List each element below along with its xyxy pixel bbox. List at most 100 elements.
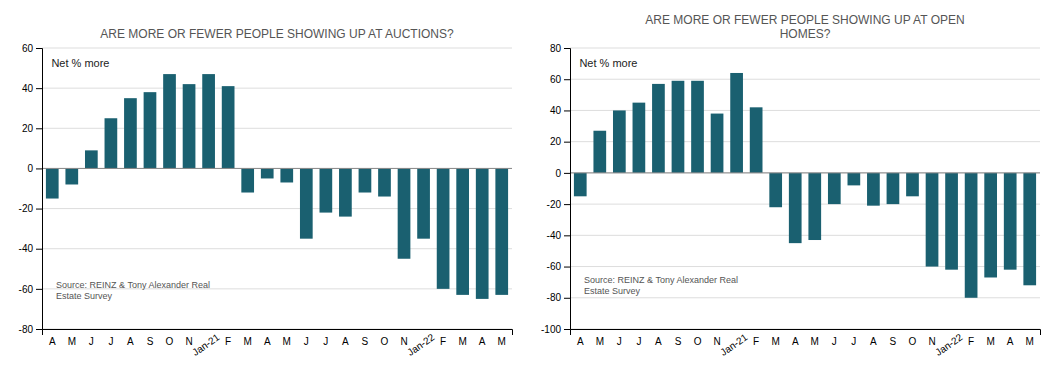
- tick-mark: [564, 204, 570, 205]
- tick-label: -20: [19, 203, 34, 214]
- tick-label: J: [323, 336, 328, 347]
- tick: Jan-21: [190, 331, 222, 358]
- bar: [417, 168, 430, 238]
- bar: [202, 74, 215, 168]
- tick-label: -60: [19, 284, 34, 295]
- bar: [495, 168, 508, 294]
- tick: 80: [550, 43, 570, 54]
- text-line: ARE MORE OR FEWER PEOPLE SHOWING UP AT O…: [645, 13, 964, 27]
- tick: 40: [22, 83, 42, 94]
- text-line: Source: REINZ & Tony Alexander Real: [584, 275, 738, 285]
- tick-label: N: [400, 336, 407, 347]
- tick: M: [68, 336, 76, 347]
- tick-label: Jan-21: [190, 331, 222, 358]
- bars: [574, 73, 1036, 298]
- tick-label: A: [264, 336, 271, 347]
- tick: N: [185, 336, 192, 347]
- tick: O: [909, 336, 917, 347]
- tick: J: [617, 336, 622, 347]
- tick-label: J: [108, 336, 113, 347]
- axis-line: [564, 49, 571, 330]
- text-line: Estate Survey: [56, 291, 113, 301]
- tick: 40: [550, 105, 570, 116]
- tick-label: J: [617, 336, 622, 347]
- bar: [241, 168, 254, 192]
- tick: 20: [550, 136, 570, 147]
- bar: [476, 168, 489, 298]
- tick-label: M: [498, 336, 506, 347]
- tick: -60: [19, 284, 42, 295]
- x-axis: AMJJASONJan-21FMAMJJASONJan-22FMAM: [571, 330, 1041, 358]
- text-line: Net % more: [51, 57, 109, 69]
- bar: [848, 173, 861, 185]
- tick-mark: [564, 235, 570, 236]
- tick: A: [870, 336, 877, 347]
- title: ARE MORE OR FEWER PEOPLE SHOWING UP AT O…: [645, 13, 964, 41]
- text-line: Estate Survey: [584, 286, 641, 296]
- source-note: Source: REINZ & Tony Alexander RealEstat…: [56, 280, 210, 301]
- tick-label: N: [713, 336, 720, 347]
- tick-mark: [36, 88, 42, 89]
- bar: [261, 168, 274, 178]
- tick: M: [244, 336, 252, 347]
- tick: J: [89, 336, 94, 347]
- bar: [339, 168, 352, 216]
- bar: [574, 173, 587, 196]
- bar: [867, 173, 880, 206]
- bar: [613, 110, 626, 172]
- bar: [945, 173, 958, 270]
- tick-label: 60: [22, 43, 34, 54]
- bar: [887, 173, 900, 204]
- tick: O: [166, 336, 174, 347]
- axis-line: [36, 49, 43, 330]
- tick: A: [479, 336, 486, 347]
- axis-line: [571, 330, 1041, 336]
- tick-mark: [564, 173, 570, 174]
- bar: [984, 173, 997, 278]
- bar: [906, 173, 919, 196]
- tick-label: A: [870, 336, 877, 347]
- bar: [183, 84, 196, 168]
- tick-label: M: [811, 336, 819, 347]
- tick-label: S: [675, 336, 682, 347]
- bar: [926, 173, 939, 267]
- tick-label: A: [655, 336, 662, 347]
- tick-label: O: [694, 336, 702, 347]
- bar: [437, 168, 450, 288]
- tick: A: [792, 336, 799, 347]
- tick: Jan-22: [405, 331, 437, 358]
- tick-mark: [36, 48, 42, 49]
- tick-label: M: [596, 336, 604, 347]
- tick: J: [323, 336, 328, 347]
- axis-line: [43, 330, 513, 336]
- bar: [456, 168, 469, 294]
- tick: M: [1026, 336, 1034, 347]
- tick: 0: [555, 168, 570, 179]
- tick: -100: [541, 324, 570, 335]
- bar: [633, 103, 646, 173]
- tick-label: A: [792, 336, 799, 347]
- tick-label: A: [342, 336, 349, 347]
- tick: F: [753, 336, 759, 347]
- grid-line: [42, 48, 512, 49]
- bar: [300, 168, 313, 238]
- tick-label: 20: [550, 136, 562, 147]
- tick-label: O: [166, 336, 174, 347]
- tick: M: [772, 336, 780, 347]
- tick: -80: [19, 324, 42, 335]
- tick: M: [596, 336, 604, 347]
- tick: -20: [19, 203, 42, 214]
- y-axis: -100-80-60-40-20020406080: [541, 43, 571, 335]
- tick: A: [127, 336, 134, 347]
- tick: Jan-21: [718, 331, 750, 358]
- tick: F: [440, 336, 446, 347]
- tick-label: M: [244, 336, 252, 347]
- bar: [965, 173, 978, 298]
- source-note: Source: REINZ & Tony Alexander RealEstat…: [584, 275, 738, 296]
- tick-label: F: [753, 336, 759, 347]
- tick-mark: [564, 79, 570, 80]
- tick-label: -20: [547, 199, 562, 210]
- tick-label: A: [127, 336, 134, 347]
- tick: N: [400, 336, 407, 347]
- tick: N: [713, 336, 720, 347]
